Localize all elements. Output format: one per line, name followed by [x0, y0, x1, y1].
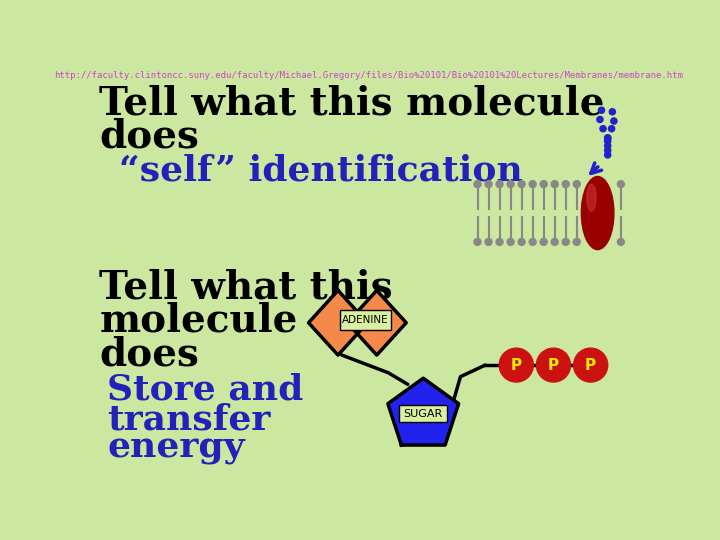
Circle shape [609, 109, 616, 115]
Text: SUGAR: SUGAR [404, 409, 443, 419]
Circle shape [574, 348, 608, 382]
Text: P: P [585, 357, 596, 373]
Circle shape [529, 181, 536, 187]
Circle shape [617, 239, 624, 245]
Circle shape [573, 181, 580, 187]
Circle shape [562, 181, 570, 187]
Circle shape [562, 239, 570, 245]
Circle shape [474, 239, 481, 245]
Circle shape [573, 239, 580, 245]
Circle shape [552, 239, 558, 245]
Circle shape [474, 181, 481, 187]
Ellipse shape [581, 177, 614, 249]
Text: Tell what this molecule: Tell what this molecule [99, 84, 605, 122]
Text: molecule: molecule [99, 302, 297, 340]
Ellipse shape [587, 184, 596, 211]
Circle shape [605, 138, 611, 144]
Circle shape [496, 181, 503, 187]
Circle shape [518, 239, 525, 245]
Text: energy: energy [107, 431, 245, 465]
Circle shape [529, 239, 536, 245]
Circle shape [605, 147, 611, 153]
Circle shape [540, 181, 547, 187]
Circle shape [507, 181, 514, 187]
Circle shape [605, 143, 611, 148]
Circle shape [518, 181, 525, 187]
Text: http://faculty.clintoncc.suny.edu/faculty/Michael.Gregory/files/Bio%20101/Bio%20: http://faculty.clintoncc.suny.edu/facult… [55, 71, 683, 80]
Polygon shape [347, 291, 406, 355]
Text: P: P [548, 357, 559, 373]
Circle shape [536, 348, 570, 382]
Circle shape [552, 181, 558, 187]
Circle shape [600, 126, 606, 132]
Text: ADENINE: ADENINE [342, 315, 388, 325]
FancyBboxPatch shape [340, 309, 391, 330]
Circle shape [540, 239, 547, 245]
Circle shape [485, 181, 492, 187]
Text: P: P [510, 357, 522, 373]
Circle shape [598, 107, 605, 113]
Circle shape [611, 118, 617, 124]
Text: Store and: Store and [107, 373, 303, 407]
Circle shape [496, 239, 503, 245]
Circle shape [499, 348, 534, 382]
Circle shape [485, 239, 492, 245]
Polygon shape [309, 291, 367, 355]
Text: Tell what this: Tell what this [99, 269, 393, 307]
Polygon shape [388, 378, 459, 445]
Circle shape [605, 152, 611, 158]
Circle shape [507, 239, 514, 245]
FancyBboxPatch shape [399, 405, 447, 422]
Text: “self” identification: “self” identification [120, 153, 523, 187]
Circle shape [605, 135, 611, 141]
Circle shape [597, 117, 603, 123]
Circle shape [605, 135, 611, 141]
Text: does: does [99, 117, 199, 155]
Text: transfer: transfer [107, 402, 271, 436]
Circle shape [608, 126, 615, 132]
Circle shape [617, 181, 624, 187]
Text: does: does [99, 335, 199, 373]
